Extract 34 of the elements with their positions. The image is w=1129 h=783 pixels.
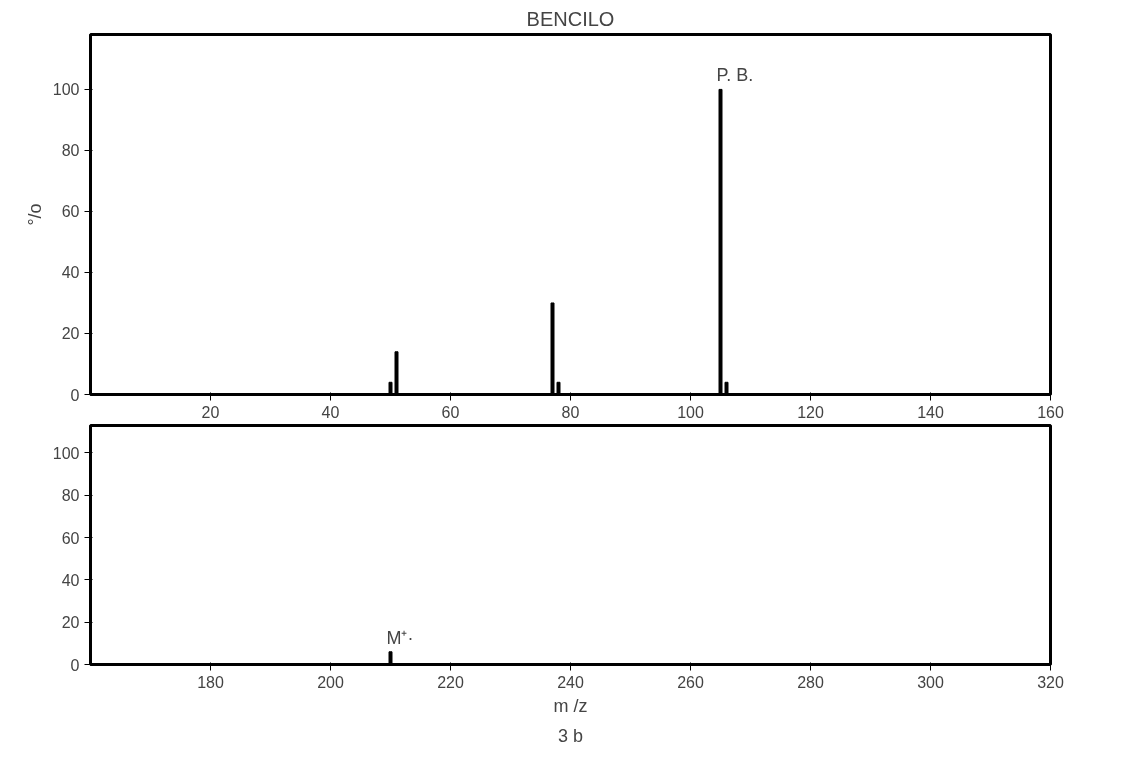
chart-title: BENCILO [526,7,615,30]
y-tick-label: 80 [61,142,80,160]
x-tick-label: 180 [197,673,224,691]
x-tick-label: 240 [557,673,584,691]
text: 3 b [557,725,584,746]
x-tick-label: 320 [1037,673,1064,691]
y-tick-label: 100 [52,81,80,99]
y-tick-label: 0 [70,656,80,674]
y-tick-label: 40 [61,571,80,589]
y-tick-label: 20 [61,325,80,343]
x-tick-label: 20 [201,403,220,421]
x-tick-label: 60 [441,403,460,421]
y-tick-label: 20 [61,614,80,632]
y-tick-label: 100 [52,445,80,462]
x-tick-label: 120 [797,403,824,421]
x-tick-label: 280 [797,673,824,691]
x-tick-label: 100 [677,403,704,421]
y-tick-label: 80 [61,487,80,505]
x-tick-label: 200 [317,673,344,691]
x-tick-label: 260 [677,673,704,691]
x-tick-label: 160 [1037,403,1064,421]
y-tick-label: 40 [61,264,80,282]
x-tick-label: 140 [917,403,944,421]
x-tick-label: 80 [561,403,580,421]
x-tick-label: 220 [437,673,464,691]
x-tick-label: 300 [917,673,944,691]
x-tick-label: 40 [321,403,340,421]
y-axis-title: °/o [24,203,45,226]
x-axis-title: m /z [553,695,588,716]
y-tick-label: 0 [70,386,80,404]
annotation: M⁺· [386,627,414,648]
y-tick-label: 60 [61,203,80,221]
y-tick-label: 60 [61,529,80,547]
annotation: P. B. [716,65,754,86]
